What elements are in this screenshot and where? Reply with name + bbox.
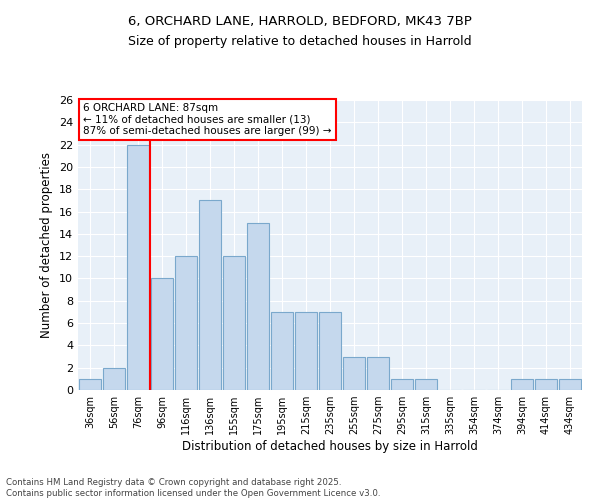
Bar	[535, 379, 557, 390]
Bar	[295, 312, 317, 390]
Bar	[391, 379, 413, 390]
Bar	[199, 200, 221, 390]
Bar	[271, 312, 293, 390]
Text: Size of property relative to detached houses in Harrold: Size of property relative to detached ho…	[128, 35, 472, 48]
Bar	[343, 356, 365, 390]
Text: Contains HM Land Registry data © Crown copyright and database right 2025.
Contai: Contains HM Land Registry data © Crown c…	[6, 478, 380, 498]
Text: 6, ORCHARD LANE, HARROLD, BEDFORD, MK43 7BP: 6, ORCHARD LANE, HARROLD, BEDFORD, MK43 …	[128, 15, 472, 28]
X-axis label: Distribution of detached houses by size in Harrold: Distribution of detached houses by size …	[182, 440, 478, 453]
Bar	[511, 379, 533, 390]
Bar	[367, 356, 389, 390]
Bar	[175, 256, 197, 390]
Text: 6 ORCHARD LANE: 87sqm
← 11% of detached houses are smaller (13)
87% of semi-deta: 6 ORCHARD LANE: 87sqm ← 11% of detached …	[83, 103, 332, 136]
Bar	[151, 278, 173, 390]
Bar	[247, 222, 269, 390]
Y-axis label: Number of detached properties: Number of detached properties	[40, 152, 53, 338]
Bar	[559, 379, 581, 390]
Bar	[127, 144, 149, 390]
Bar	[223, 256, 245, 390]
Bar	[319, 312, 341, 390]
Bar	[415, 379, 437, 390]
Bar	[79, 379, 101, 390]
Bar	[103, 368, 125, 390]
